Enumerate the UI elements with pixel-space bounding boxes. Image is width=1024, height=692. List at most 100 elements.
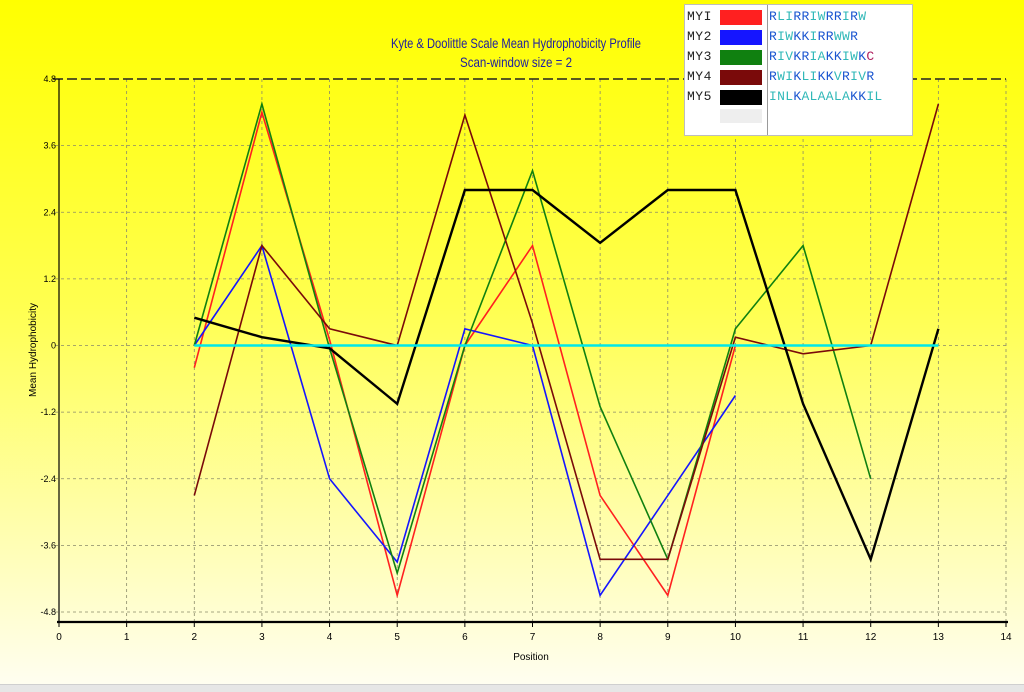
- y-tick-label: -2.4: [40, 474, 56, 484]
- x-tick-label: 2: [192, 632, 198, 643]
- x-tick-label: 0: [56, 632, 62, 643]
- legend-series-name: MY4: [687, 69, 712, 84]
- sequence-residue: I: [777, 49, 786, 64]
- sequence-residue: I: [850, 69, 859, 84]
- sequence-residue: A: [841, 89, 851, 104]
- sequence-residue: I: [809, 49, 818, 64]
- sequence-residue: I: [809, 9, 818, 24]
- sequence-residue: L: [785, 89, 794, 104]
- sequence-residue: N: [777, 89, 786, 104]
- legend-series-name: MY2: [687, 29, 712, 44]
- x-tick-label: 10: [730, 632, 742, 643]
- y-tick-label: -4.8: [40, 607, 56, 617]
- sequence-residue: I: [866, 89, 875, 104]
- legend-color-swatch: [720, 50, 762, 65]
- legend-row-myi: MYI RLIRRIWRRIRW: [685, 7, 912, 27]
- sequence-residue: W: [833, 29, 842, 44]
- sequence-residue: K: [817, 69, 826, 84]
- sequence-residue: R: [769, 29, 778, 44]
- sequence-residue: W: [817, 9, 826, 24]
- sequence-residue: L: [874, 89, 883, 104]
- y-tick-label: -1.2: [40, 407, 56, 417]
- legend-series-name: MY3: [687, 49, 712, 64]
- axes: 0 1 2 3 4 5 6 7 8 9 10 11 12 13 144.83.62.41.20-1.2-2.…: [40, 74, 1012, 643]
- sequence-residue: V: [858, 69, 867, 84]
- sequence-residue: K: [833, 49, 842, 64]
- x-tick-label: 8: [597, 632, 603, 643]
- x-tick-label: 3: [259, 632, 265, 643]
- x-tick-label: 13: [933, 632, 945, 643]
- x-tick-label: 14: [1000, 632, 1012, 643]
- legend-empty-swatch: [720, 109, 762, 123]
- x-tick-label: 1: [124, 632, 130, 643]
- sequence-residue: I: [785, 69, 794, 84]
- y-axis-label: Mean Hydrophobicity: [28, 303, 39, 397]
- sequence-residue: R: [817, 29, 826, 44]
- legend-row-my3: MY3 RIVKRIAKKIWKC: [685, 47, 912, 67]
- sequence-residue: K: [793, 49, 802, 64]
- sequence-residue: A: [825, 89, 834, 104]
- legend-row-my5: MY5 INLKALAALAKKIL: [685, 87, 912, 107]
- sequence-residue: I: [809, 69, 818, 84]
- sequence-residue: K: [793, 89, 802, 104]
- sequence-residue: W: [858, 9, 867, 24]
- sequence-residue: K: [801, 29, 810, 44]
- sequence-residue: R: [825, 9, 834, 24]
- legend-sequence: RIVKRIAKKIWKC: [769, 49, 874, 64]
- legend-sequence: RWIKLIKKVRIVR: [769, 69, 874, 84]
- sequence-residue: W: [777, 69, 786, 84]
- x-tick-label: 7: [530, 632, 536, 643]
- series-line-my2: [193, 243, 737, 598]
- sequence-residue: I: [777, 29, 786, 44]
- sequence-residue: A: [817, 49, 826, 64]
- legend: MYI RLIRRIWRRIRW MY2 RIWKKIRRWWR MY3 RIVKRIAK…: [684, 4, 913, 136]
- x-tick-label: 12: [865, 632, 877, 643]
- sequence-residue: I: [769, 89, 778, 104]
- sequence-residue: R: [793, 9, 802, 24]
- sequence-residue: I: [841, 49, 851, 64]
- sequence-residue: K: [825, 49, 834, 64]
- sequence-residue: K: [825, 69, 834, 84]
- legend-color-swatch: [720, 70, 762, 85]
- sequence-residue: K: [858, 89, 867, 104]
- series-line-my3: [193, 101, 872, 576]
- y-tick-label: 4.8: [43, 74, 56, 84]
- chart-title: Kyte & Doolittle Scale Mean Hydrophobici…: [391, 35, 641, 51]
- sequence-residue: L: [833, 89, 842, 104]
- sequence-residue: R: [769, 9, 778, 24]
- sequence-residue: R: [850, 29, 859, 44]
- sequence-residue: R: [833, 9, 842, 24]
- sequence-residue: L: [801, 69, 810, 84]
- sequence-residue: K: [850, 89, 859, 104]
- legend-color-swatch: [720, 90, 762, 105]
- sequence-residue: L: [809, 89, 818, 104]
- legend-row-my4: MY4 RWIKLIKKVRIVR: [685, 67, 912, 87]
- x-axis-label: Position: [513, 652, 549, 663]
- legend-divider: [767, 5, 768, 135]
- y-tick-label: -3.6: [40, 540, 56, 550]
- series-line-my4: [193, 103, 940, 561]
- series-lines: [193, 101, 940, 599]
- sequence-residue: R: [866, 69, 875, 84]
- sequence-residue: W: [785, 29, 794, 44]
- y-tick-label: 3.6: [43, 141, 56, 151]
- x-tick-label: 4: [327, 632, 333, 643]
- sequence-residue: W: [841, 29, 851, 44]
- window-bottom-edge: [0, 684, 1024, 692]
- sequence-residue: W: [850, 49, 859, 64]
- sequence-residue: C: [866, 49, 875, 64]
- sequence-residue: A: [801, 89, 810, 104]
- chart-subtitle: Scan-window size = 2: [460, 54, 572, 70]
- legend-sequence: RLIRRIWRRIRW: [769, 9, 866, 24]
- x-tick-label: 9: [665, 632, 671, 643]
- sequence-residue: A: [817, 89, 826, 104]
- sequence-residue: V: [785, 49, 794, 64]
- y-tick-label: 2.4: [43, 207, 56, 217]
- x-tick-label: 6: [462, 632, 468, 643]
- sequence-residue: I: [841, 9, 851, 24]
- sequence-residue: K: [858, 49, 867, 64]
- x-tick-label: 11: [798, 632, 809, 643]
- sequence-residue: R: [801, 49, 810, 64]
- sequence-residue: R: [769, 49, 778, 64]
